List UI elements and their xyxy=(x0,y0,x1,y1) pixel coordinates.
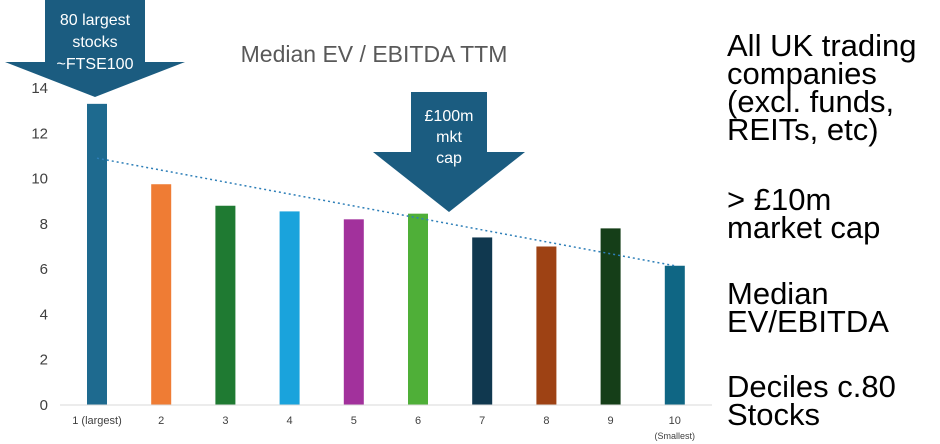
annotation-text: ~FTSE100 xyxy=(57,56,134,73)
side-note-market-cap: > £10m market cap xyxy=(727,182,881,245)
x-tick-label: 5 xyxy=(351,415,357,427)
side-note-universe: All UK trading companies (excl. funds, R… xyxy=(727,28,917,147)
x-tick-label: 8 xyxy=(543,415,549,427)
side-note-line: Stocks xyxy=(727,397,821,432)
bar xyxy=(664,265,685,405)
side-note-line: REITs, etc) xyxy=(727,112,879,147)
x-axis-ticks: 1 (largest) 2 3 4 5 6 7 8 9 10 (Smallest) xyxy=(72,415,695,441)
bar xyxy=(279,211,300,405)
y-tick-label: 12 xyxy=(31,125,48,142)
x-tick-label: 3 xyxy=(222,415,228,427)
annotation-arrow xyxy=(373,92,525,212)
side-note-line: All UK trading xyxy=(727,28,917,63)
y-tick-label: 8 xyxy=(40,216,48,233)
side-note-metric: Median EV/EBITDA xyxy=(727,276,889,339)
y-tick-label: 6 xyxy=(40,261,48,278)
side-note-line: (excl. funds, xyxy=(727,84,895,119)
annotations: 80 largest stocks ~FTSE100 £100m mkt cap xyxy=(5,0,525,212)
x-tick-label: 9 xyxy=(608,415,614,427)
x-tick-label: 6 xyxy=(415,415,421,427)
x-tick-label: 2 xyxy=(158,415,164,427)
bar xyxy=(151,184,172,405)
x-tick-label: 4 xyxy=(287,415,293,427)
y-axis-ticks: 0 2 4 6 8 10 12 14 xyxy=(31,80,48,414)
side-note-line: market cap xyxy=(727,210,881,245)
x-tick-label: 7 xyxy=(479,415,485,427)
side-note-line: companies xyxy=(727,56,877,91)
annotation-text: £100m xyxy=(425,108,474,125)
side-note-line: Deciles c.80 xyxy=(727,369,896,404)
annotation-arrow xyxy=(5,0,185,97)
y-tick-label: 0 xyxy=(40,397,48,414)
y-tick-label: 2 xyxy=(40,352,48,369)
y-tick-label: 14 xyxy=(31,80,48,97)
chart-title: Median EV / EBITDA TTM xyxy=(241,41,508,67)
chart: Median EV / EBITDA TTM 0 2 4 6 8 10 12 14 1 (la… xyxy=(5,0,712,441)
x-tick-label: 1 (largest) xyxy=(72,415,122,427)
side-note-deciles: Deciles c.80 Stocks xyxy=(727,369,896,432)
trendline xyxy=(96,157,675,267)
annotation-text: stocks xyxy=(72,34,117,51)
bar xyxy=(536,246,557,405)
side-note-line: EV/EBITDA xyxy=(727,304,889,339)
x-tick-sublabel: (Smallest) xyxy=(655,431,696,441)
annotation-text: 80 largest xyxy=(60,12,131,29)
side-note-line: > £10m xyxy=(727,182,832,217)
side-note-line: Median xyxy=(727,276,829,311)
y-tick-label: 4 xyxy=(40,306,48,323)
x-tick-label: 10 xyxy=(669,415,681,427)
annotation-text: cap xyxy=(436,150,462,167)
bars xyxy=(87,103,685,405)
bar xyxy=(408,213,428,405)
bar xyxy=(215,205,236,405)
annotation-text: mkt xyxy=(436,129,462,146)
bar xyxy=(472,237,493,405)
bar xyxy=(600,228,621,405)
bar xyxy=(343,219,364,405)
y-tick-label: 10 xyxy=(31,171,48,188)
bar xyxy=(87,103,107,405)
